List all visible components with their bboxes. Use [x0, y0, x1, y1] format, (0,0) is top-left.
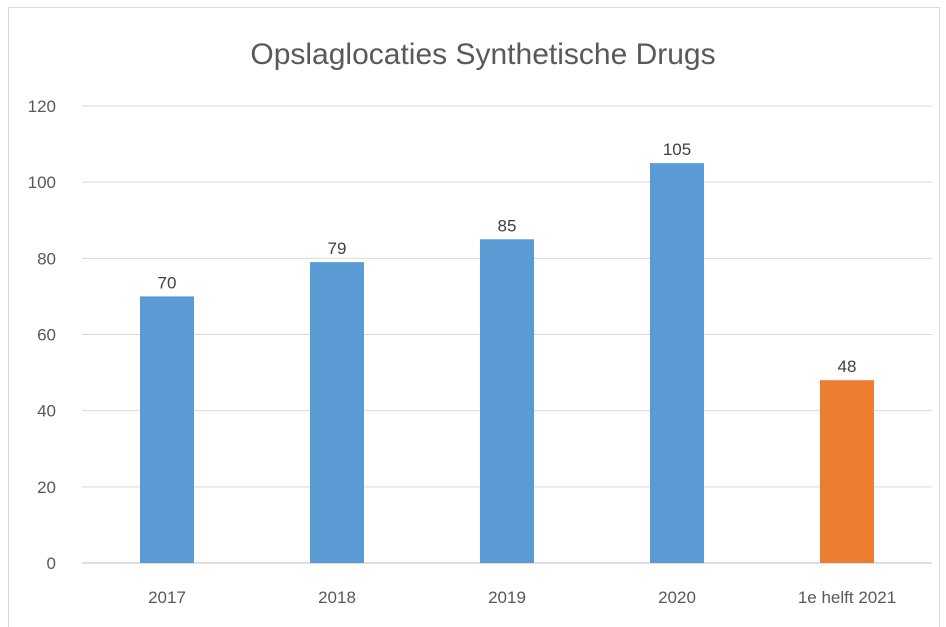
x-tick-label: 2018 [318, 588, 356, 607]
bars [140, 163, 874, 563]
y-tick-label: 40 [37, 402, 56, 421]
x-tick-label: 2020 [658, 588, 696, 607]
data-labels: 70 79 85 105 48 [158, 140, 857, 376]
bar-2017 [140, 296, 194, 563]
x-tick-label: 2019 [488, 588, 526, 607]
data-label: 85 [498, 216, 517, 235]
data-label: 105 [663, 140, 691, 159]
x-tick-label: 1e helft 2021 [798, 588, 896, 607]
y-tick-label: 100 [28, 173, 56, 192]
bar-2020 [650, 163, 704, 563]
chart-frame [8, 7, 940, 627]
x-axis: 2017 2018 2019 2020 1e helft 2021 [148, 588, 896, 607]
chart-title: Opslaglocaties Synthetische Drugs [250, 38, 715, 71]
y-axis: 0 20 40 60 80 100 120 [28, 97, 56, 573]
data-label: 70 [158, 273, 177, 292]
bar-2018 [310, 262, 364, 563]
data-label: 48 [838, 357, 857, 376]
bar-1e-helft-2021 [820, 380, 874, 563]
y-tick-label: 0 [47, 554, 56, 573]
x-tick-label: 2017 [148, 588, 186, 607]
y-tick-label: 80 [37, 249, 56, 268]
data-label: 79 [328, 239, 347, 258]
y-tick-label: 120 [28, 97, 56, 116]
bar-2019 [480, 239, 534, 563]
y-tick-label: 20 [37, 478, 56, 497]
y-tick-label: 60 [37, 326, 56, 345]
